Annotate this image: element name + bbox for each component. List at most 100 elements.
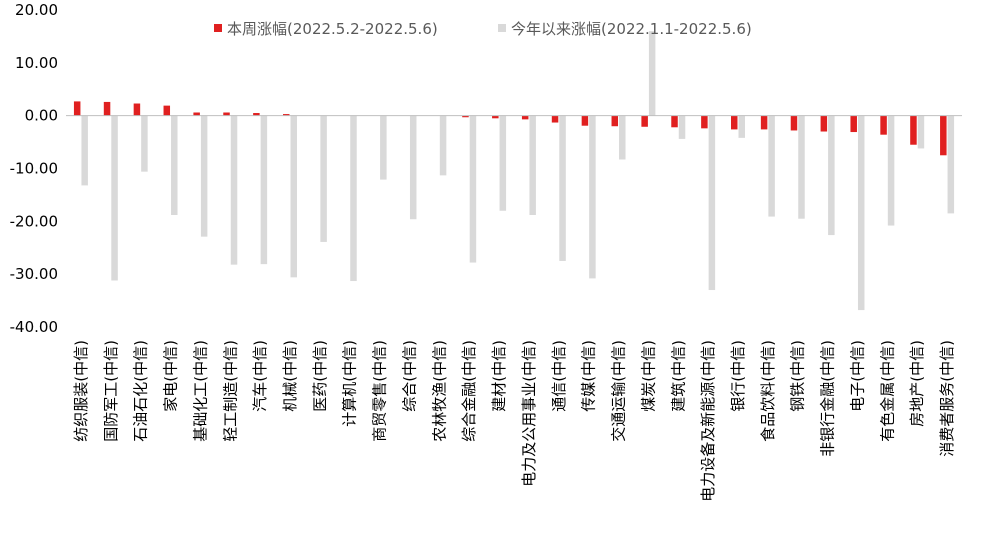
bar-ytd (200, 115, 208, 237)
bar-ytd (81, 115, 88, 186)
bar-weekly (133, 103, 141, 116)
bar-ytd (857, 115, 865, 311)
bar-ytd (917, 115, 925, 149)
legend-swatch-weekly (214, 24, 222, 32)
x-tick-label: 轻工制造(中信) (221, 340, 239, 442)
x-tick-label: 综合金融(中信) (460, 340, 478, 442)
x-tick-label: 食品饮料(中信) (759, 340, 777, 442)
legend-swatch-ytd (498, 24, 506, 32)
y-tick-label: -10.00 (10, 160, 58, 178)
bar-weekly (492, 115, 499, 119)
y-tick-label: -30.00 (10, 265, 58, 283)
bar-ytd (678, 115, 686, 139)
bar-ytd (738, 115, 745, 138)
x-tick-label: 国防军工(中信) (102, 340, 120, 442)
bar-weekly (73, 101, 81, 116)
x-tick-label: 有色金属(中信) (878, 340, 896, 442)
bar-weekly (521, 115, 529, 120)
bar-ytd (619, 115, 626, 160)
bar-weekly (880, 115, 887, 135)
bars (73, 31, 955, 311)
bar-ytd (589, 115, 596, 279)
bar-ytd (947, 115, 955, 214)
bar-weekly (701, 115, 708, 129)
x-tick-label: 房地产(中信) (908, 340, 926, 427)
bar-ytd (320, 115, 327, 242)
x-tick-label: 电子(中信) (848, 340, 866, 412)
y-tick-label: 10.00 (15, 54, 58, 72)
bar-ytd (559, 115, 566, 261)
bar-ytd (469, 115, 477, 263)
x-tick-label: 建筑(中信) (669, 340, 687, 412)
bar-weekly (193, 112, 200, 116)
bar-weekly (103, 101, 111, 116)
x-tick-label: 建材(中信) (490, 340, 508, 412)
x-tick-label: 电力及公用事业(中信) (520, 340, 538, 487)
bar-weekly (163, 105, 171, 116)
bar-ytd (141, 115, 148, 172)
bar-weekly (283, 114, 290, 116)
bar-weekly (940, 115, 947, 156)
y-axis: 20.00 10.00 0.00 -10.00 -20.00 -30.00 -40.00 (10, 1, 58, 336)
x-tick-label: 石油石化(中信) (132, 340, 150, 442)
x-tick-label: 商贸零售(中信) (371, 340, 389, 442)
y-tick-label: -20.00 (10, 212, 58, 230)
bar-ytd (828, 115, 835, 236)
bar-ytd (529, 115, 536, 215)
bar-ytd (230, 115, 238, 265)
bar-weekly (462, 115, 469, 118)
bar-ytd (260, 115, 268, 265)
bar-ytd (499, 115, 507, 211)
y-tick-label: 0.00 (25, 107, 58, 125)
bar-weekly (671, 115, 678, 128)
x-tick-label: 煤炭(中信) (639, 340, 657, 412)
bar-weekly (731, 115, 738, 130)
x-tick-label: 钢铁(中信) (789, 340, 807, 412)
x-tick-label: 银行(中信) (729, 340, 747, 412)
x-tick-label: 交通运输(中信) (610, 340, 628, 442)
x-tick-label: 基础化工(中信) (191, 340, 209, 442)
bar-weekly (611, 115, 619, 127)
bar-weekly (820, 115, 828, 132)
legend-label-ytd: 今年以来涨幅(2022.1.1-2022.5.6) (511, 20, 752, 38)
x-tick-label: 传媒(中信) (580, 340, 598, 412)
bar-ytd (350, 115, 357, 282)
bar-weekly (551, 115, 559, 123)
bar-weekly (760, 115, 768, 130)
x-tick-label: 通信(中信) (550, 340, 568, 412)
x-tick-label: 农林牧渔(中信) (430, 340, 448, 442)
legend-label-weekly: 本周涨幅(2022.5.2-2022.5.6) (227, 20, 438, 38)
bar-ytd (171, 115, 178, 215)
bar-weekly (253, 113, 260, 116)
bar-ytd (111, 115, 118, 281)
bar-ytd (380, 115, 387, 180)
bar-weekly (581, 115, 589, 126)
bar-weekly (641, 115, 648, 127)
bar-ytd (409, 115, 417, 220)
x-tick-label: 纺织服装(中信) (72, 340, 90, 442)
y-tick-label: -40.00 (10, 318, 58, 336)
bar-weekly (910, 115, 917, 145)
x-tick-label: 综合(中信) (400, 340, 418, 412)
x-tick-label: 汽车(中信) (251, 340, 269, 412)
bar-ytd (290, 115, 297, 278)
bar-weekly (850, 115, 857, 133)
bar-weekly (223, 112, 230, 116)
x-tick-label: 机械(中信) (281, 340, 299, 412)
bar-ytd (648, 31, 656, 116)
bar-ytd (768, 115, 775, 217)
bar-ytd (708, 115, 716, 291)
x-tick-label: 非银行金融(中信) (819, 340, 837, 457)
bar-ytd (887, 115, 895, 226)
x-tick-label: 计算机(中信) (341, 340, 359, 427)
legend: 本周涨幅(2022.5.2-2022.5.6) 今年以来涨幅(2022.1.1-… (214, 20, 752, 38)
y-tick-label: 20.00 (15, 1, 58, 19)
x-tick-label: 消费者服务(中信) (938, 340, 956, 457)
bar-weekly (790, 115, 798, 131)
bar-ytd (798, 115, 805, 219)
x-tick-label: 电力设备及新能源(中信) (699, 340, 717, 502)
x-tick-label: 医药(中信) (311, 340, 329, 412)
bar-ytd (439, 115, 447, 176)
x-tick-label: 家电(中信) (162, 340, 180, 412)
